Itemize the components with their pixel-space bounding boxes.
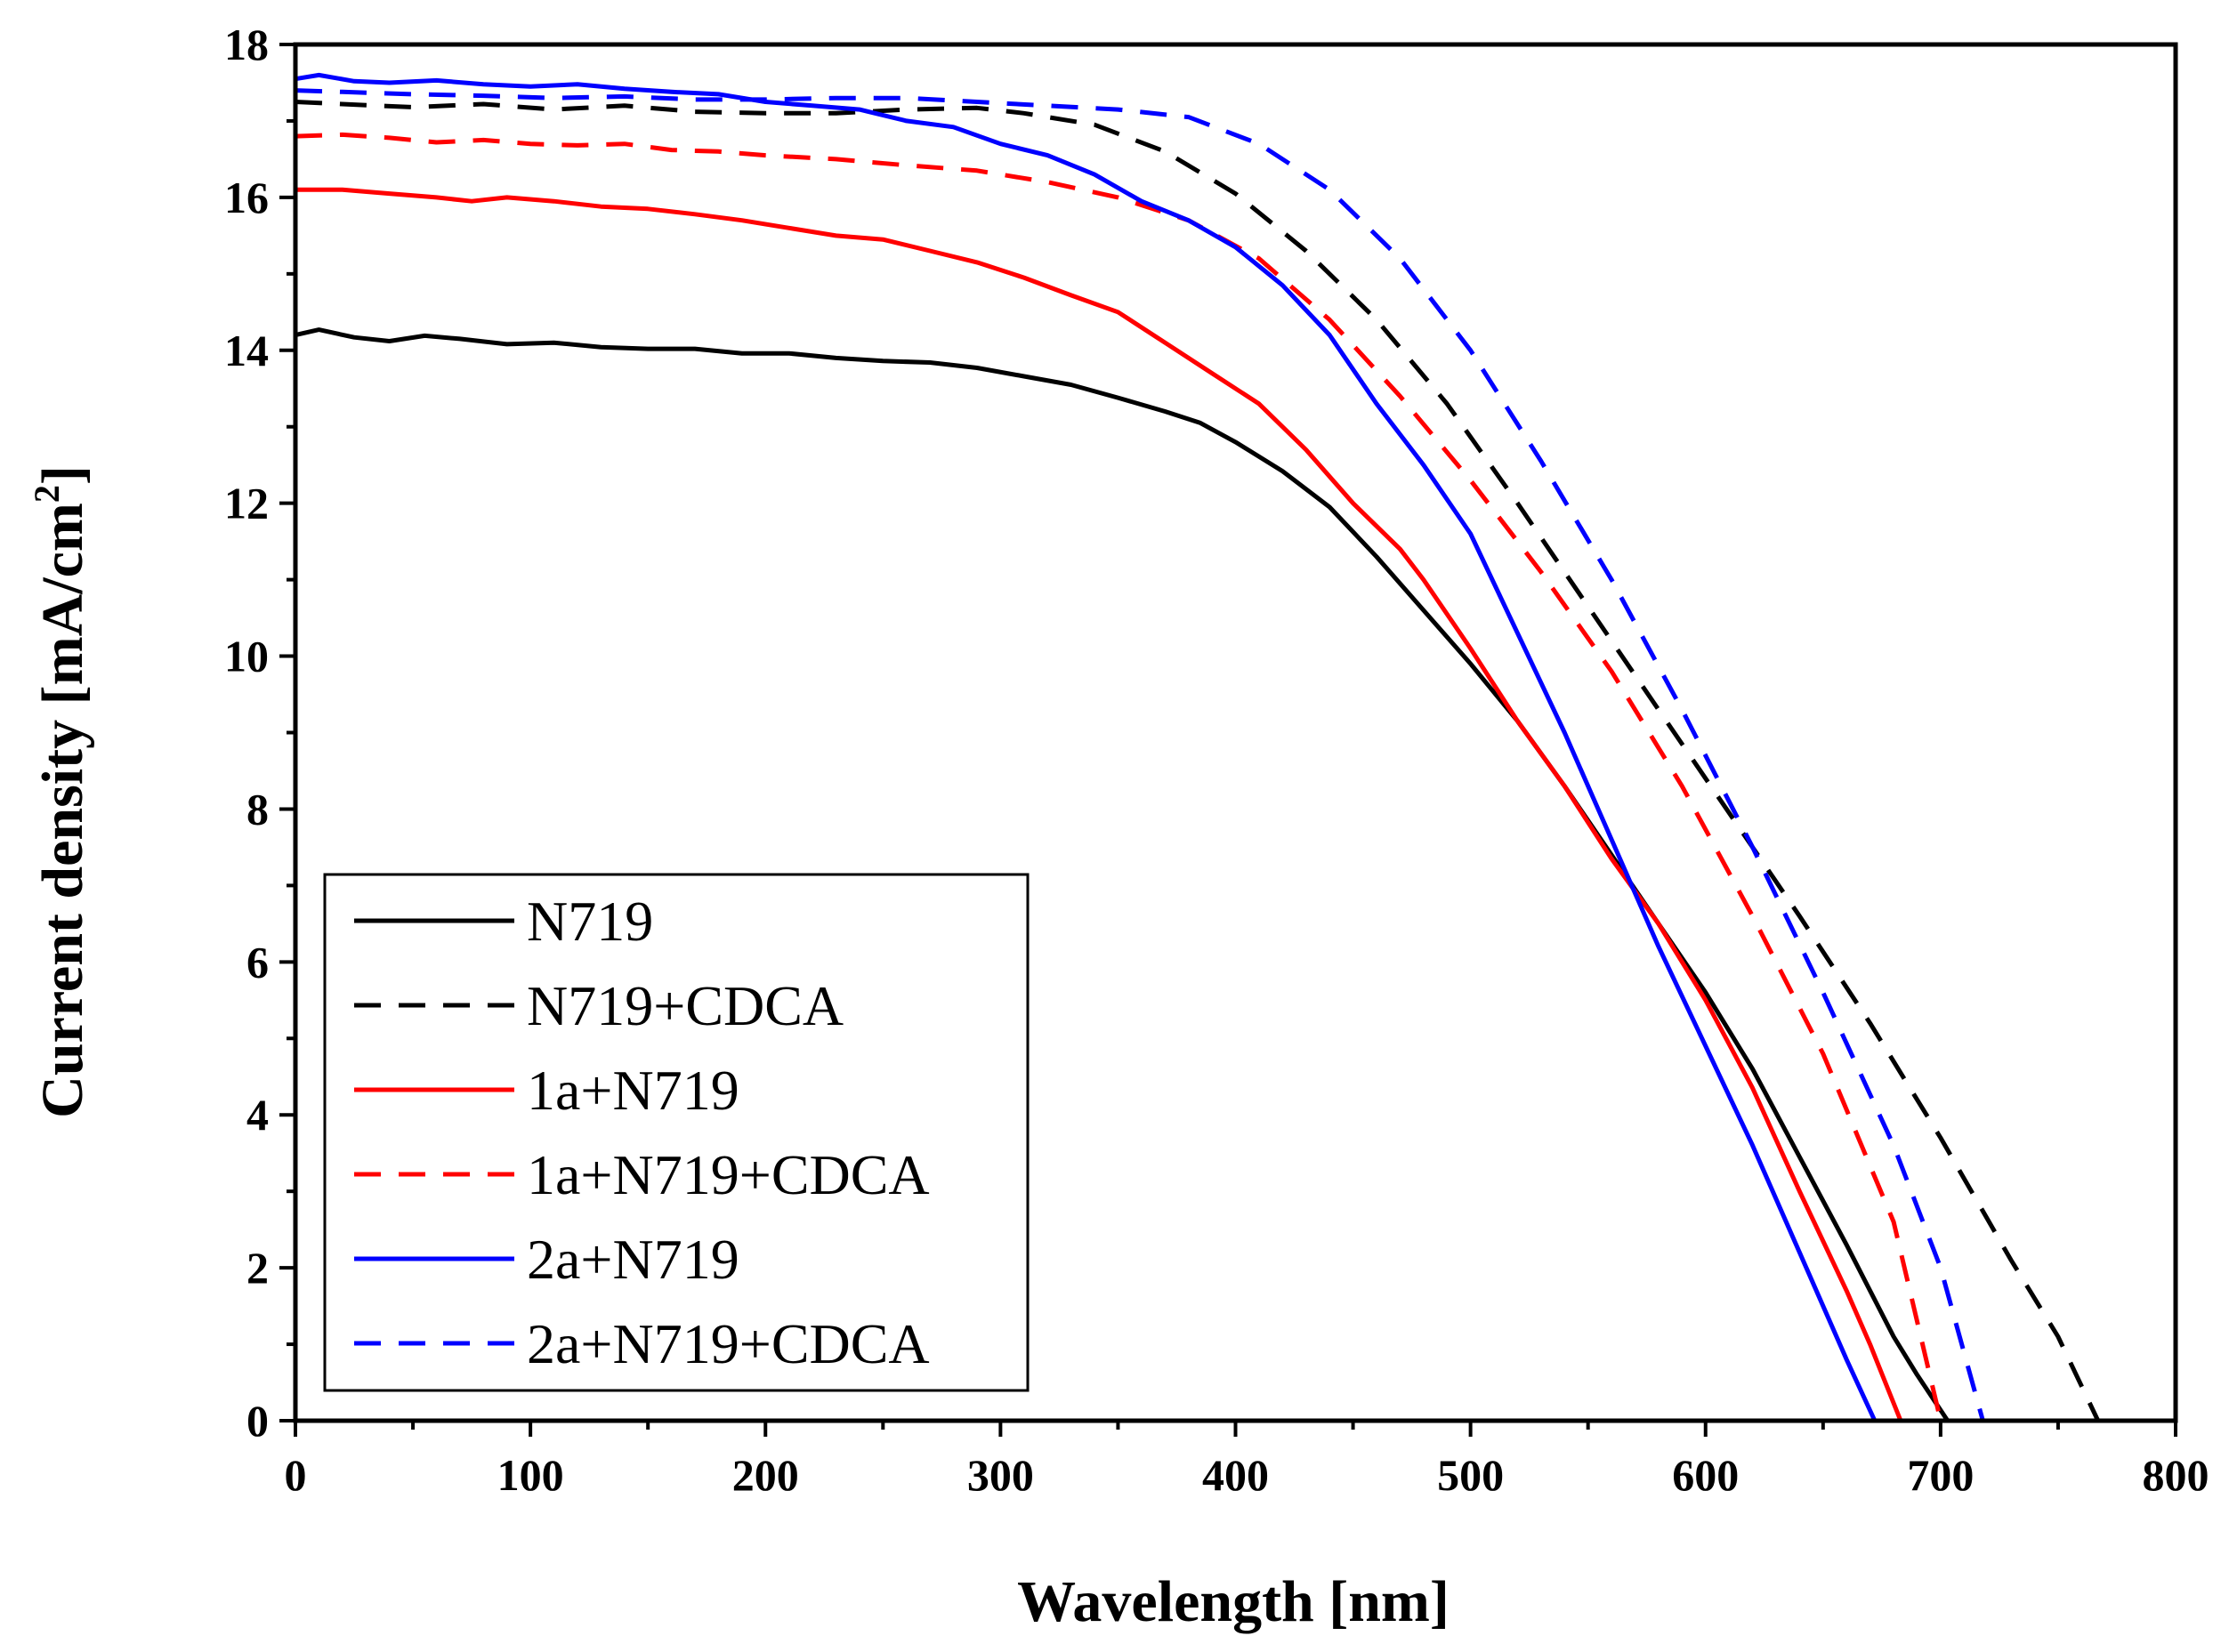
series-line-n719	[295, 327, 1950, 1422]
y-tick-label: 12	[224, 479, 269, 528]
legend: N719 N719+CDCA 1a+N719 1a+N719+CDCA 2a+N719 2…	[323, 873, 1030, 1392]
y-axis-title-suffix: ]	[30, 465, 95, 485]
legend-label-n719-cdca: N719+CDCA	[527, 974, 844, 1037]
x-tick-label: 0	[285, 1450, 307, 1500]
x-tick-label: 500	[1437, 1450, 1504, 1500]
y-axis-title-main: Current density [mA/cm	[30, 503, 95, 1118]
series-line-1a-n719	[295, 187, 1903, 1422]
x-tick-label: 800	[2143, 1450, 2209, 1500]
y-axis-title-superscript: 2	[27, 485, 67, 503]
y-tick-label: 4	[246, 1090, 269, 1140]
y-tick-label: 2	[246, 1243, 269, 1293]
x-axis-title: Wavelength [nm]	[1017, 1569, 1450, 1634]
y-axis-title: Current density [mA/cm2]	[27, 465, 95, 1118]
plot-area-frame	[293, 42, 2178, 1423]
series-line-2a-n719	[295, 72, 1878, 1422]
legend-label-2a-n719: 2a+N719	[527, 1228, 739, 1291]
y-tick-label: 10	[224, 632, 269, 681]
legend-label-n719: N719	[527, 890, 653, 953]
y-axis-tick-labels: 0 2 4 6 8 10 12 14 16 18	[224, 20, 269, 1446]
legend-label-1a-n719: 1a+N719	[527, 1059, 739, 1122]
series-line-2a-n719-cdca	[295, 88, 1985, 1422]
y-tick-label: 8	[246, 784, 269, 834]
y-tick-label: 14	[224, 326, 269, 375]
legend-label-1a-n719-cdca: 1a+N719+CDCA	[527, 1143, 930, 1206]
x-tick-label: 600	[1672, 1450, 1739, 1500]
x-tick-label: 300	[967, 1450, 1034, 1500]
x-tick-label: 700	[1907, 1450, 1974, 1500]
y-tick-label: 0	[246, 1396, 269, 1446]
x-tick-label: 400	[1202, 1450, 1269, 1500]
series-line-1a-n719-cdca	[295, 132, 1943, 1422]
x-tick-label: 200	[732, 1450, 799, 1500]
y-tick-label: 16	[224, 173, 269, 222]
x-tick-label: 100	[497, 1450, 564, 1500]
legend-label-2a-n719-cdca: 2a+N719+CDCA	[527, 1312, 930, 1375]
y-tick-label: 18	[224, 20, 269, 69]
series-lines	[295, 72, 2101, 1422]
x-axis-tick-labels: 0 100 200 300 400 500 600 700 800	[285, 1450, 2209, 1500]
y-tick-label: 6	[246, 937, 269, 987]
legend-box	[323, 873, 1030, 1392]
